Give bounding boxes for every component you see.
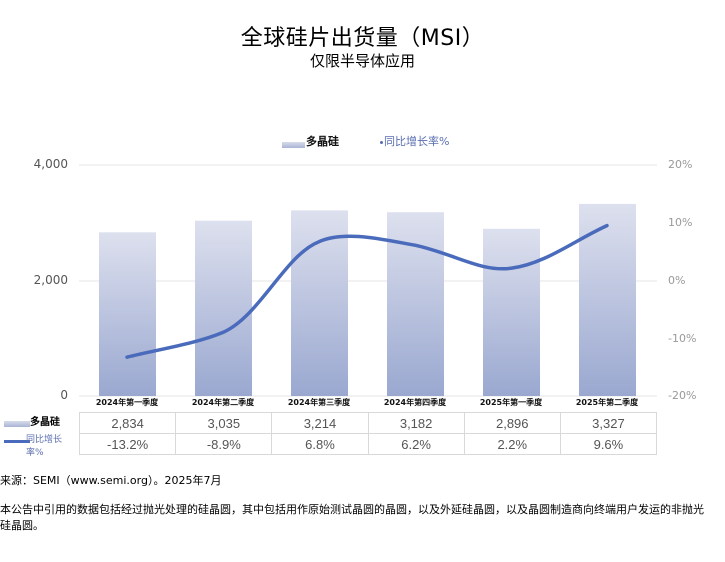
left-axis-tick: 4,000 — [33, 157, 68, 171]
legend-item-line[interactable]: 同比增长率% — [380, 133, 449, 149]
category-label: 2025年第二季度 — [575, 398, 639, 407]
bar-swatch-icon — [282, 142, 305, 148]
right-axis-tick: -10% — [668, 332, 697, 345]
legend-line-label: 同比增长率% — [384, 135, 450, 148]
bar[interactable] — [387, 212, 444, 396]
table-cell: 2,896 — [463, 412, 561, 434]
table-cell: 6.2% — [367, 433, 465, 455]
left-axis-tick: 2,000 — [33, 273, 68, 287]
bar-swatch-icon — [4, 421, 30, 427]
table-row: -13.2% -8.9% 6.8% 6.2% 2.2% 9.6% — [78, 433, 658, 455]
growth-line[interactable] — [125, 223, 609, 359]
bar[interactable] — [579, 203, 636, 396]
table-cell: 3,035 — [175, 412, 273, 434]
bar[interactable] — [99, 232, 156, 396]
table-cell: 3,327 — [559, 412, 658, 434]
footnote: 本公告中引用的数据包括经过抛光处理的硅晶圆，其中包括用作原始测试晶圆的晶圆，以及… — [0, 503, 704, 532]
table-cell: 3,214 — [271, 412, 369, 434]
right-axis-tick: 10% — [668, 216, 693, 229]
bar[interactable] — [195, 220, 252, 396]
category-label: 2024年第三季度 — [287, 398, 351, 407]
gridlines — [79, 164, 657, 397]
chart-subtitle: 仅限半导体应用 — [309, 52, 415, 70]
legend-bar-label: 多晶硅 — [306, 135, 339, 148]
table-cell: 6.8% — [271, 433, 369, 455]
table-cell: 2,834 — [78, 412, 177, 434]
category-label: 2024年第一季度 — [95, 398, 159, 407]
chart-title: 全球硅片出货量（MSI） — [240, 26, 485, 51]
source-note: 来源：SEMI（www.semi.org）。2025年7月 — [0, 474, 222, 487]
line-marker-icon — [380, 140, 383, 144]
bar-series — [99, 203, 636, 396]
table-row-label-bars: 多晶硅 — [0, 412, 79, 433]
row-label-text: 同比增长率% — [26, 435, 63, 458]
data-table: 2,834 3,035 3,214 3,182 2,896 3,327 -13.… — [78, 412, 658, 455]
category-label: 2025年第一季度 — [479, 398, 543, 407]
bar[interactable] — [483, 228, 540, 396]
category-label: 2024年第四季度 — [383, 398, 447, 407]
table-row: 2,834 3,035 3,214 3,182 2,896 3,327 — [78, 412, 658, 434]
table-cell: 3,182 — [367, 412, 465, 434]
table-cell: 9.6% — [559, 433, 658, 455]
category-label: 2024年第二季度 — [191, 398, 255, 407]
left-axis-tick: 0 — [60, 388, 68, 402]
table-cell: -8.9% — [175, 433, 273, 455]
right-axis-tick: 0% — [668, 274, 686, 287]
table-cell: -13.2% — [78, 433, 177, 455]
right-axis-tick: -20% — [668, 389, 697, 402]
line-swatch-icon — [4, 440, 30, 443]
table-cell: 2.2% — [463, 433, 561, 455]
right-axis-tick: 20% — [668, 158, 693, 171]
table-row-label-growth: 同比增长率% — [0, 432, 79, 458]
row-label-text: 多晶硅 — [30, 417, 60, 428]
